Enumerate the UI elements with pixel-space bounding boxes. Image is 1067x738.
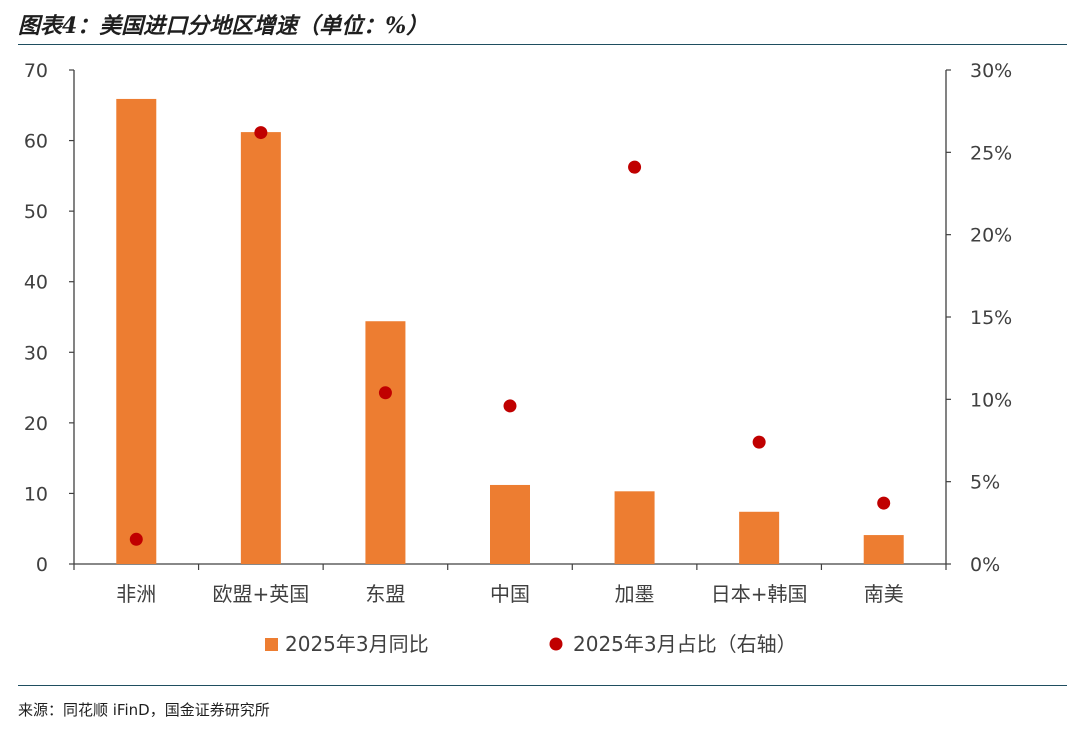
x-tick-label: 中国 bbox=[490, 582, 530, 606]
left-tick-label: 10 bbox=[24, 483, 48, 505]
bar bbox=[490, 484, 530, 564]
x-tick-label: 东盟 bbox=[365, 582, 405, 606]
dot-point bbox=[378, 386, 392, 400]
legend-bar-label: 2025年3月同比 bbox=[285, 632, 429, 656]
x-tick-label: 日本+韩国 bbox=[711, 582, 808, 606]
left-tick-label: 60 bbox=[24, 131, 48, 153]
bar bbox=[863, 535, 904, 564]
dot-point bbox=[628, 160, 642, 174]
source-note: 来源：同花顺 iFinD，国金证券研究所 bbox=[18, 701, 270, 719]
x-tick-label: 南美 bbox=[864, 582, 904, 606]
chart: 0 10 20 30 40 50 60 70 0% 5% 10% 15% 20% 25% 30% 非洲 欧盟+英… bbox=[24, 60, 1012, 656]
dots-series bbox=[129, 126, 891, 546]
left-tick-label: 20 bbox=[24, 413, 48, 435]
chart-title: 图表4：美国进口分地区增速（单位：%） bbox=[18, 13, 429, 39]
title-row: 图表4：美国进口分地区增速（单位：%） bbox=[18, 6, 1067, 44]
legend-dot-label: 2025年3月占比（右轴） bbox=[573, 632, 797, 656]
bar bbox=[240, 132, 281, 565]
top-rule bbox=[18, 44, 1067, 45]
dot-point bbox=[877, 496, 891, 510]
bar bbox=[739, 511, 780, 564]
right-tick-label: 25% bbox=[970, 142, 1012, 164]
dot-point bbox=[129, 532, 143, 546]
axes: 0 10 20 30 40 50 60 70 0% 5% 10% 15% 20% 25% 30% 非洲 欧盟+英… bbox=[24, 60, 1012, 606]
right-tick-label: 15% bbox=[970, 307, 1012, 329]
left-tick-label: 40 bbox=[24, 272, 48, 294]
right-tick-label: 20% bbox=[970, 225, 1012, 247]
dot-point bbox=[254, 126, 268, 140]
legend-dot-swatch bbox=[549, 637, 563, 651]
dot-point bbox=[503, 399, 517, 413]
left-tick-label: 50 bbox=[24, 201, 48, 223]
right-tick-label: 0% bbox=[970, 554, 1000, 576]
legend: 2025年3月同比 2025年3月占比（右轴） bbox=[265, 632, 797, 656]
bar bbox=[365, 321, 406, 564]
x-tick-label: 欧盟+英国 bbox=[212, 582, 309, 606]
right-tick-label: 30% bbox=[970, 60, 1012, 82]
x-tick-label: 加墨 bbox=[615, 582, 655, 606]
bar bbox=[614, 491, 655, 564]
dot-point bbox=[752, 435, 766, 449]
bars-series bbox=[116, 98, 904, 565]
right-tick-label: 5% bbox=[970, 472, 1000, 494]
x-tick-label: 非洲 bbox=[116, 582, 156, 606]
right-tick-label: 10% bbox=[970, 389, 1012, 411]
legend-bar-swatch bbox=[265, 638, 278, 651]
bottom-rule bbox=[18, 685, 1067, 686]
left-tick-label: 0 bbox=[36, 554, 48, 576]
left-tick-label: 30 bbox=[24, 342, 48, 364]
bar bbox=[116, 98, 157, 564]
left-tick-label: 70 bbox=[24, 60, 48, 82]
